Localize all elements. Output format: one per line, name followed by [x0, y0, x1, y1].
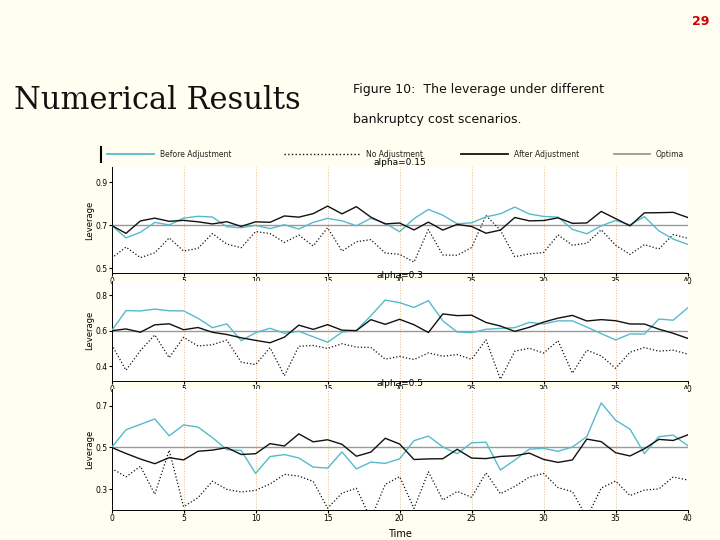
Y-axis label: Leverage: Leverage	[85, 430, 94, 469]
Text: After Adjustment: After Adjustment	[514, 150, 580, 159]
Text: Optima: Optima	[656, 150, 684, 159]
X-axis label: Time: Time	[387, 529, 412, 539]
Y-axis label: Leverage: Leverage	[85, 311, 94, 350]
Title: alpha=0.5: alpha=0.5	[376, 379, 423, 388]
Text: Numerical Results: Numerical Results	[14, 85, 301, 116]
Text: No Adjustment: No Adjustment	[366, 150, 423, 159]
Title: alpha=0.3: alpha=0.3	[376, 271, 423, 280]
Text: Figure 10:  The leverage under different: Figure 10: The leverage under different	[353, 83, 604, 96]
Text: Before Adjustment: Before Adjustment	[160, 150, 231, 159]
Y-axis label: Leverage: Leverage	[85, 200, 94, 240]
Text: 29: 29	[692, 15, 709, 29]
Text: bankruptcy cost scenarios.: bankruptcy cost scenarios.	[353, 113, 521, 126]
Title: alpha=0.15: alpha=0.15	[373, 158, 426, 167]
